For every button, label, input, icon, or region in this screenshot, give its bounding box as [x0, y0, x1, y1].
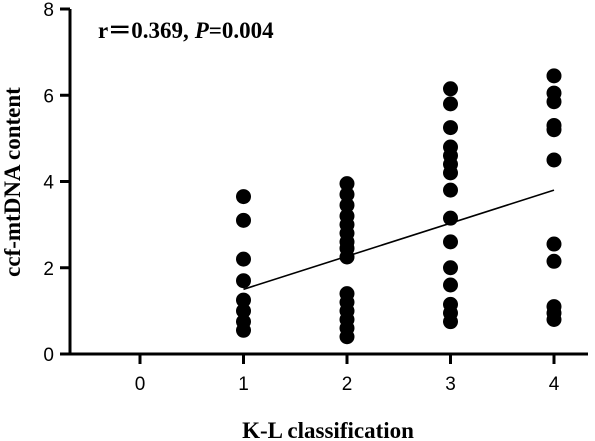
data-point [339, 176, 355, 192]
r-label: r [98, 18, 108, 43]
data-point [546, 236, 562, 252]
data-point [443, 210, 458, 226]
data-point [339, 329, 355, 345]
y-tick-label: 8 [43, 0, 54, 21]
x-tick-label: 4 [549, 374, 560, 395]
data-point [236, 292, 251, 308]
data-point [443, 277, 458, 293]
correlation-annotation: r＝0.369, P=0.004 [98, 18, 274, 43]
y-tick-label: 0 [43, 345, 54, 366]
data-points [236, 68, 562, 345]
regression-line [243, 189, 555, 291]
data-point [443, 234, 458, 250]
data-point [236, 322, 251, 338]
x-tick-label: 0 [135, 374, 146, 395]
data-point [339, 249, 355, 265]
data-point [236, 273, 251, 289]
data-point [443, 182, 458, 198]
data-point [443, 165, 458, 181]
data-point [236, 303, 251, 319]
p-value: =0.004 [209, 18, 274, 43]
y-tick-label: 4 [43, 173, 54, 194]
data-point [443, 314, 458, 330]
data-point [546, 94, 562, 110]
x-axis-title: K-L classification [242, 418, 414, 441]
y-tick-label: 6 [43, 86, 54, 107]
data-point [236, 212, 251, 228]
data-point [546, 253, 562, 269]
r-equals-sign: ＝ [108, 18, 131, 43]
data-point [546, 122, 562, 138]
tick-labels: 01234502468 [43, 0, 560, 395]
data-point [339, 197, 355, 213]
data-point [546, 312, 562, 327]
p-label: P [194, 18, 210, 43]
data-point [443, 120, 458, 136]
r-value: 0.369, [131, 18, 189, 43]
data-point [236, 251, 251, 267]
x-tick-label: 3 [445, 374, 456, 395]
x-tick-label: 1 [238, 374, 249, 395]
y-axis-title: ccf-mtDNA content [0, 87, 25, 277]
data-point [443, 96, 458, 112]
tick-marks [60, 7, 556, 364]
y-tick-label: 2 [43, 259, 54, 280]
x-tick-label: 2 [342, 374, 353, 395]
data-point [236, 189, 251, 205]
data-point [339, 186, 355, 202]
data-point [443, 260, 458, 276]
data-point [546, 152, 562, 168]
data-point [546, 68, 562, 84]
data-point [443, 81, 458, 97]
